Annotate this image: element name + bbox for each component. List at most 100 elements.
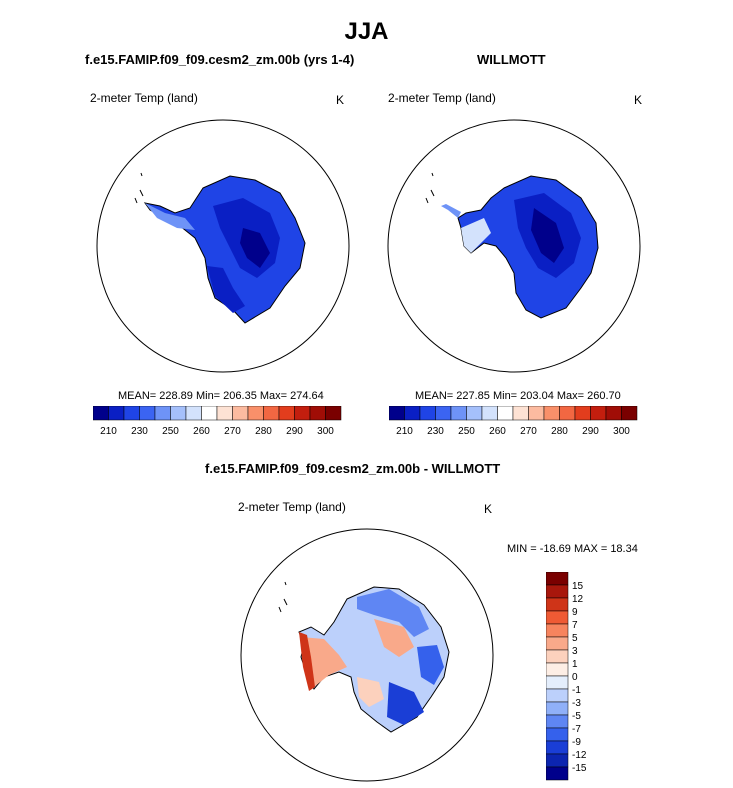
colorbar-tick-label: 9 xyxy=(572,607,578,618)
colorbar-swatch xyxy=(247,406,264,421)
colorbar-swatch xyxy=(185,406,202,421)
colorbar-tick-labels: 210 230 250 260 270 280 290 300 xyxy=(100,426,334,437)
panel-2-map xyxy=(387,119,641,373)
colorbar-tick-label: 300 xyxy=(317,426,334,437)
colorbar-swatch xyxy=(543,406,560,421)
colorbar-swatch xyxy=(621,406,638,421)
colorbar-tick-label: -5 xyxy=(572,711,581,722)
colorbar-tick-label: -7 xyxy=(572,724,581,735)
colorbar-swatch xyxy=(546,714,569,729)
colorbar-swatch xyxy=(309,406,326,421)
colorbar-swatch xyxy=(170,406,187,421)
colorbar-tick-labels: 15 12 9 7 5 3 1 0 -1 -3 -5 -7 -9 -12 -15 xyxy=(572,581,587,774)
colorbar-swatch xyxy=(546,597,569,612)
colorbar-swatch xyxy=(559,406,576,421)
colorbar-swatch xyxy=(419,406,436,421)
colorbar-swatch xyxy=(546,636,569,651)
colorbar-tick-label: 270 xyxy=(224,426,241,437)
colorbar-tick-label: 280 xyxy=(255,426,272,437)
colorbar-swatch xyxy=(278,406,295,421)
panel-2-colorbar: 210 230 250 260 270 280 290 300 xyxy=(389,406,638,437)
colorbar-swatch xyxy=(404,406,421,421)
colorbar-tick-label: -12 xyxy=(572,750,587,761)
colorbar-swatch xyxy=(263,406,280,421)
panel-1-variable-label: 2-meter Temp (land) xyxy=(90,91,198,105)
colorbar-swatches xyxy=(93,406,342,421)
colorbar-swatch xyxy=(435,406,452,421)
panel-1-units: K xyxy=(336,93,345,107)
panel-3-map xyxy=(240,528,494,782)
colorbar-swatch xyxy=(546,623,569,638)
colorbar-swatch xyxy=(546,675,569,690)
colorbar-tick-label: 210 xyxy=(396,426,413,437)
island-outlines xyxy=(278,581,288,613)
colorbar-swatch xyxy=(154,406,171,421)
colorbar-swatch xyxy=(590,406,607,421)
panel-1-stats: MEAN= 228.89 Min= 206.35 Max= 274.64 xyxy=(118,390,324,402)
panel-3-colorbar: 15 12 9 7 5 3 1 0 -1 -3 -5 -7 -9 -12 -15 xyxy=(546,572,587,781)
colorbar-swatch xyxy=(450,406,467,421)
panel-1-map xyxy=(96,119,350,373)
colorbar-swatch xyxy=(574,406,591,421)
colorbar-tick-label: 7 xyxy=(572,620,578,631)
colorbar-swatches xyxy=(389,406,638,421)
colorbar-swatch xyxy=(294,406,311,421)
colorbar-tick-label: 250 xyxy=(458,426,475,437)
colorbar-swatch xyxy=(389,406,405,421)
colorbar-swatch xyxy=(546,727,569,742)
antarctica-diff-field xyxy=(298,586,450,733)
colorbar-swatch xyxy=(546,610,569,625)
panel-3-variable-label: 2-meter Temp (land) xyxy=(238,500,346,514)
colorbar-tick-labels: 210 230 250 260 270 280 290 300 xyxy=(396,426,630,437)
colorbar-swatch xyxy=(605,406,622,421)
colorbar-tick-label: 15 xyxy=(572,581,584,592)
colorbar-tick-label: 260 xyxy=(193,426,210,437)
colorbar-swatch xyxy=(546,701,569,716)
panel-3-title: f.e15.FAMIP.f09_f09.cesm2_zm.00b - WILLM… xyxy=(205,461,501,476)
colorbar-swatch xyxy=(546,649,569,664)
colorbar-swatch xyxy=(481,406,498,421)
panel-1-colorbar: 210 230 250 260 270 280 290 300 xyxy=(93,406,342,437)
figure-title: JJA xyxy=(344,18,389,45)
colorbar-swatch xyxy=(325,406,342,421)
colorbar-swatch xyxy=(546,584,569,599)
colorbar-tick-label: 1 xyxy=(572,659,578,670)
colorbar-tick-label: -15 xyxy=(572,763,587,774)
colorbar-swatch xyxy=(546,766,569,781)
panel-3-stats: MIN = -18.69 MAX = 18.34 xyxy=(507,543,638,555)
colorbar-tick-label: 270 xyxy=(520,426,537,437)
colorbar-tick-label: 230 xyxy=(427,426,444,437)
colorbar-tick-label: 230 xyxy=(131,426,148,437)
colorbar-swatch xyxy=(123,406,140,421)
colorbar-swatch xyxy=(108,406,125,421)
colorbar-swatch xyxy=(528,406,545,421)
colorbar-tick-label: 210 xyxy=(100,426,117,437)
island-outlines xyxy=(425,172,435,204)
colorbar-tick-label: 250 xyxy=(162,426,179,437)
colorbar-swatch xyxy=(546,572,569,586)
colorbar-swatch xyxy=(201,406,218,421)
panel-2-stats: MEAN= 227.85 Min= 203.04 Max= 260.70 xyxy=(415,390,621,402)
colorbar-tick-label: 280 xyxy=(551,426,568,437)
island-outlines xyxy=(134,172,144,204)
panel-2-units: K xyxy=(634,93,643,107)
colorbar-swatches xyxy=(546,572,569,781)
colorbar-swatch xyxy=(139,406,156,421)
colorbar-swatch xyxy=(466,406,483,421)
colorbar-swatch xyxy=(232,406,249,421)
colorbar-swatch xyxy=(546,740,569,755)
colorbar-swatch xyxy=(512,406,529,421)
panel-2-variable-label: 2-meter Temp (land) xyxy=(388,91,496,105)
colorbar-tick-label: -1 xyxy=(572,685,581,696)
panel-2-title: WILLMOTT xyxy=(477,52,546,67)
colorbar-tick-label: -9 xyxy=(572,737,581,748)
colorbar-tick-label: 0 xyxy=(572,672,578,683)
colorbar-tick-label: 5 xyxy=(572,633,578,644)
colorbar-swatch xyxy=(216,406,233,421)
colorbar-tick-label: 290 xyxy=(286,426,303,437)
colorbar-swatch xyxy=(546,753,569,768)
colorbar-swatch xyxy=(546,688,569,703)
colorbar-tick-label: 290 xyxy=(582,426,599,437)
colorbar-tick-label: 260 xyxy=(489,426,506,437)
antarctica-temp-field xyxy=(441,175,599,319)
